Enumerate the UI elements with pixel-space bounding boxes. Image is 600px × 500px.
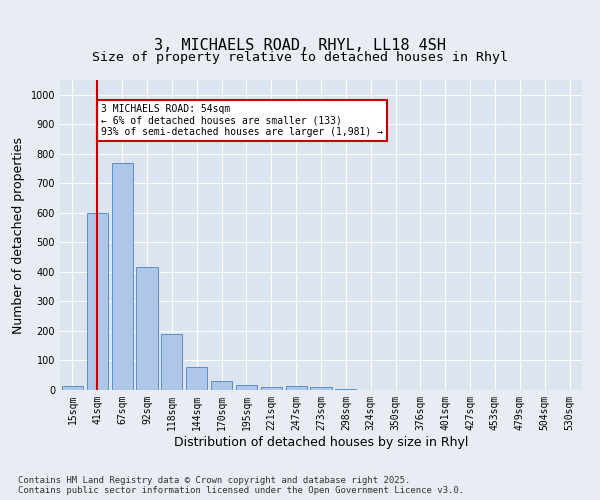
Bar <box>335 388 356 390</box>
Bar <box>236 386 257 390</box>
Bar <box>87 213 108 390</box>
Y-axis label: Number of detached properties: Number of detached properties <box>12 136 25 334</box>
Bar <box>112 162 133 390</box>
Text: Contains HM Land Registry data © Crown copyright and database right 2025.
Contai: Contains HM Land Registry data © Crown c… <box>18 476 464 495</box>
Text: Size of property relative to detached houses in Rhyl: Size of property relative to detached ho… <box>92 51 508 64</box>
Bar <box>186 368 207 390</box>
X-axis label: Distribution of detached houses by size in Rhyl: Distribution of detached houses by size … <box>174 436 468 448</box>
Bar <box>286 386 307 390</box>
Bar <box>261 387 282 390</box>
Bar <box>310 387 332 390</box>
Bar <box>136 268 158 390</box>
Text: 3 MICHAELS ROAD: 54sqm
← 6% of detached houses are smaller (133)
93% of semi-det: 3 MICHAELS ROAD: 54sqm ← 6% of detached … <box>101 104 383 137</box>
Bar <box>161 334 182 390</box>
Text: 3, MICHAELS ROAD, RHYL, LL18 4SH: 3, MICHAELS ROAD, RHYL, LL18 4SH <box>154 38 446 52</box>
Bar <box>62 386 83 390</box>
Bar <box>211 380 232 390</box>
